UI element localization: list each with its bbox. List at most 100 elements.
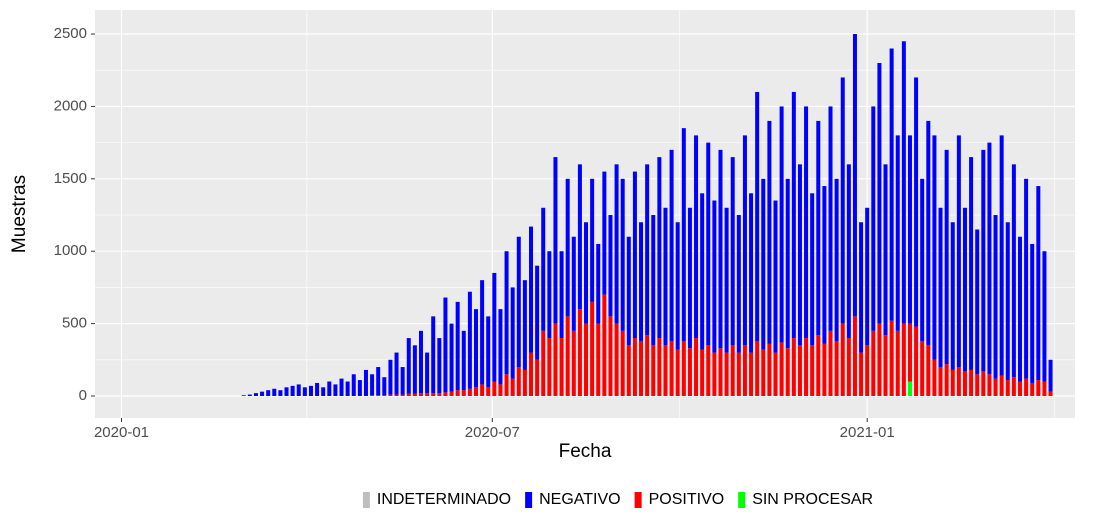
bar — [907, 135, 912, 324]
bar — [687, 207, 692, 349]
bar — [993, 378, 998, 396]
bar — [962, 371, 967, 396]
bar — [730, 345, 735, 396]
bar — [529, 226, 534, 353]
bar — [975, 229, 980, 375]
bar — [253, 393, 258, 396]
bar — [724, 352, 729, 396]
bar — [400, 394, 405, 396]
bar — [529, 352, 534, 396]
bar — [920, 340, 925, 396]
bar — [1005, 222, 1010, 381]
bar — [981, 149, 986, 372]
bar — [828, 330, 833, 396]
bar — [669, 149, 674, 341]
bar — [412, 393, 417, 396]
bar — [846, 164, 851, 339]
bar — [706, 345, 711, 396]
y-tick-label: 0 — [79, 387, 87, 404]
legend-key — [634, 492, 642, 508]
bar — [706, 142, 711, 346]
bar — [755, 91, 760, 341]
x-tick-label: 2021-01 — [840, 424, 895, 441]
bar — [455, 301, 460, 391]
bar — [871, 106, 876, 331]
bar — [596, 323, 601, 396]
bar — [559, 251, 564, 339]
bar — [553, 323, 558, 396]
bar — [736, 215, 741, 353]
bar — [278, 390, 283, 396]
bar — [376, 367, 381, 396]
bar — [914, 77, 919, 327]
bar — [412, 345, 417, 394]
bar — [620, 178, 625, 331]
bar — [443, 297, 448, 393]
bar — [657, 338, 662, 396]
bar — [969, 369, 974, 396]
bar — [425, 393, 430, 396]
bar — [449, 323, 454, 392]
bar — [584, 222, 589, 324]
y-axis-label: Muestras — [9, 175, 30, 253]
bar — [492, 381, 497, 396]
bar — [498, 384, 503, 396]
bar — [363, 369, 368, 396]
bar — [504, 374, 509, 396]
bar — [1011, 377, 1016, 396]
bar — [596, 243, 601, 324]
bar — [461, 390, 466, 396]
legend-key — [525, 492, 533, 508]
bar — [1011, 164, 1016, 378]
bar — [327, 381, 332, 396]
bar — [443, 392, 448, 396]
bar — [736, 352, 741, 396]
bar — [797, 345, 802, 396]
bar — [742, 135, 747, 346]
bar — [406, 338, 411, 394]
bar — [907, 323, 912, 382]
bar — [473, 387, 478, 396]
bar — [302, 387, 307, 396]
bar — [816, 335, 821, 396]
bar — [859, 222, 864, 353]
bar — [865, 207, 870, 346]
bar — [675, 349, 680, 396]
legend-key — [362, 492, 370, 508]
y-tick-label: 1000 — [54, 242, 87, 259]
bar — [565, 178, 570, 317]
bar — [590, 178, 595, 302]
bar — [632, 338, 637, 396]
bar — [553, 157, 558, 324]
bar — [767, 343, 772, 396]
bar — [504, 251, 509, 375]
bar — [400, 367, 405, 395]
bar — [657, 157, 662, 339]
bar — [700, 193, 705, 350]
bar — [938, 367, 943, 396]
x-tick-label: 2020-07 — [465, 424, 520, 441]
bar — [639, 340, 644, 396]
bar — [516, 236, 521, 368]
bar — [993, 215, 998, 379]
bar — [382, 377, 387, 396]
bar — [247, 394, 252, 396]
legend-label: NEGATIVO — [539, 491, 621, 508]
legend-label: POSITIVO — [649, 491, 725, 508]
bar — [535, 265, 540, 360]
bar — [956, 367, 961, 396]
bar — [388, 359, 393, 395]
bar — [376, 395, 381, 396]
bar — [712, 200, 717, 353]
bar — [742, 345, 747, 396]
bar — [962, 207, 967, 372]
bar — [315, 382, 320, 396]
bar — [981, 371, 986, 396]
bar — [816, 120, 821, 336]
y-tick-label: 2500 — [54, 25, 87, 42]
bar — [626, 345, 631, 396]
bar — [333, 384, 338, 396]
bar — [852, 316, 857, 396]
bar — [907, 381, 912, 396]
